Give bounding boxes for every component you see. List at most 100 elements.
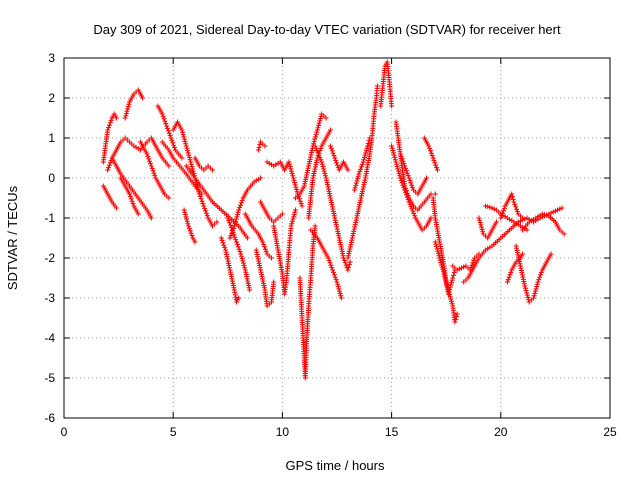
data-point [400,182,406,188]
data-point [405,173,411,179]
data-point [258,175,264,181]
data-point [152,173,158,179]
data-point [401,185,407,191]
data-point [161,116,167,122]
data-point [181,207,187,213]
series-s38 [450,251,482,273]
data-point [189,164,195,170]
data-point [188,161,194,167]
data-point [314,148,320,154]
data-point [365,143,371,149]
data-point [403,168,409,174]
series-s16 [227,175,264,241]
x-tick-label: 0 [61,425,68,439]
data-point [361,154,367,160]
data-point [334,162,340,168]
data-point [124,108,130,114]
data-point [179,155,185,161]
data-point [444,280,450,286]
data-point [359,161,365,167]
data-point [236,295,242,301]
data-point [240,258,246,264]
data-point [399,180,405,186]
data-point [164,123,170,129]
data-point [439,264,445,270]
data-point [166,130,172,136]
data-point [514,209,520,215]
data-point [395,168,401,174]
data-point [169,137,175,143]
series-s8 [155,103,185,161]
data-point [188,159,194,165]
data-point [182,138,188,144]
data-point [123,113,129,119]
y-tick-label: 2 [48,91,55,105]
data-point [443,278,449,284]
data-point [236,207,242,213]
data-point [449,298,455,304]
data-point [437,257,443,263]
data-point [312,143,318,149]
data-point [159,111,165,117]
series-s14 [218,235,242,305]
data-point [135,211,141,217]
data-point [358,164,364,170]
data-point [392,157,398,163]
data-point [190,168,196,174]
data-point [236,246,242,252]
data-point [287,164,293,170]
data-point [501,205,507,211]
data-point [146,156,152,162]
data-point [445,287,451,293]
x-tick-label: 5 [170,425,177,439]
data-point [316,120,322,126]
data-point [435,248,441,254]
data-point [315,150,321,156]
series-s42 [498,191,526,221]
data-point [204,213,210,219]
data-point [332,274,338,280]
data-point [432,191,438,197]
series-s30 [351,135,373,193]
data-point [523,288,529,294]
x-tick-label: 10 [276,425,290,439]
data-point [541,212,547,218]
data-point [400,158,406,164]
data-point [240,260,246,266]
series-s19 [255,139,268,153]
series-s35 [421,135,440,173]
data-point [331,272,337,278]
data-point [328,145,334,151]
data-point [227,220,233,226]
data-point [333,277,339,283]
data-point [190,166,196,172]
data-point [448,282,454,288]
data-point [321,166,327,172]
data-point [291,214,297,220]
y-axis-title: SDTVAR / TECUs [5,185,20,290]
series-s12 [192,155,216,173]
data-point [186,154,192,160]
data-point [331,269,337,275]
data-point [299,203,305,209]
data-point [130,201,136,207]
data-point [402,187,408,193]
data-point [399,156,405,162]
data-point [317,116,323,122]
data-point [201,203,207,209]
data-point [483,203,489,209]
data-point [237,249,243,255]
data-point [227,235,233,241]
data-point [355,176,361,182]
data-point [535,279,541,285]
data-point [228,225,234,231]
data-point [162,118,168,124]
data-point [532,290,538,296]
y-tick-label: -3 [44,291,55,305]
data-point [391,152,397,158]
data-point [362,152,368,158]
data-point [427,145,433,151]
data-point [441,271,447,277]
data-point [437,255,443,261]
data-point [200,201,206,207]
